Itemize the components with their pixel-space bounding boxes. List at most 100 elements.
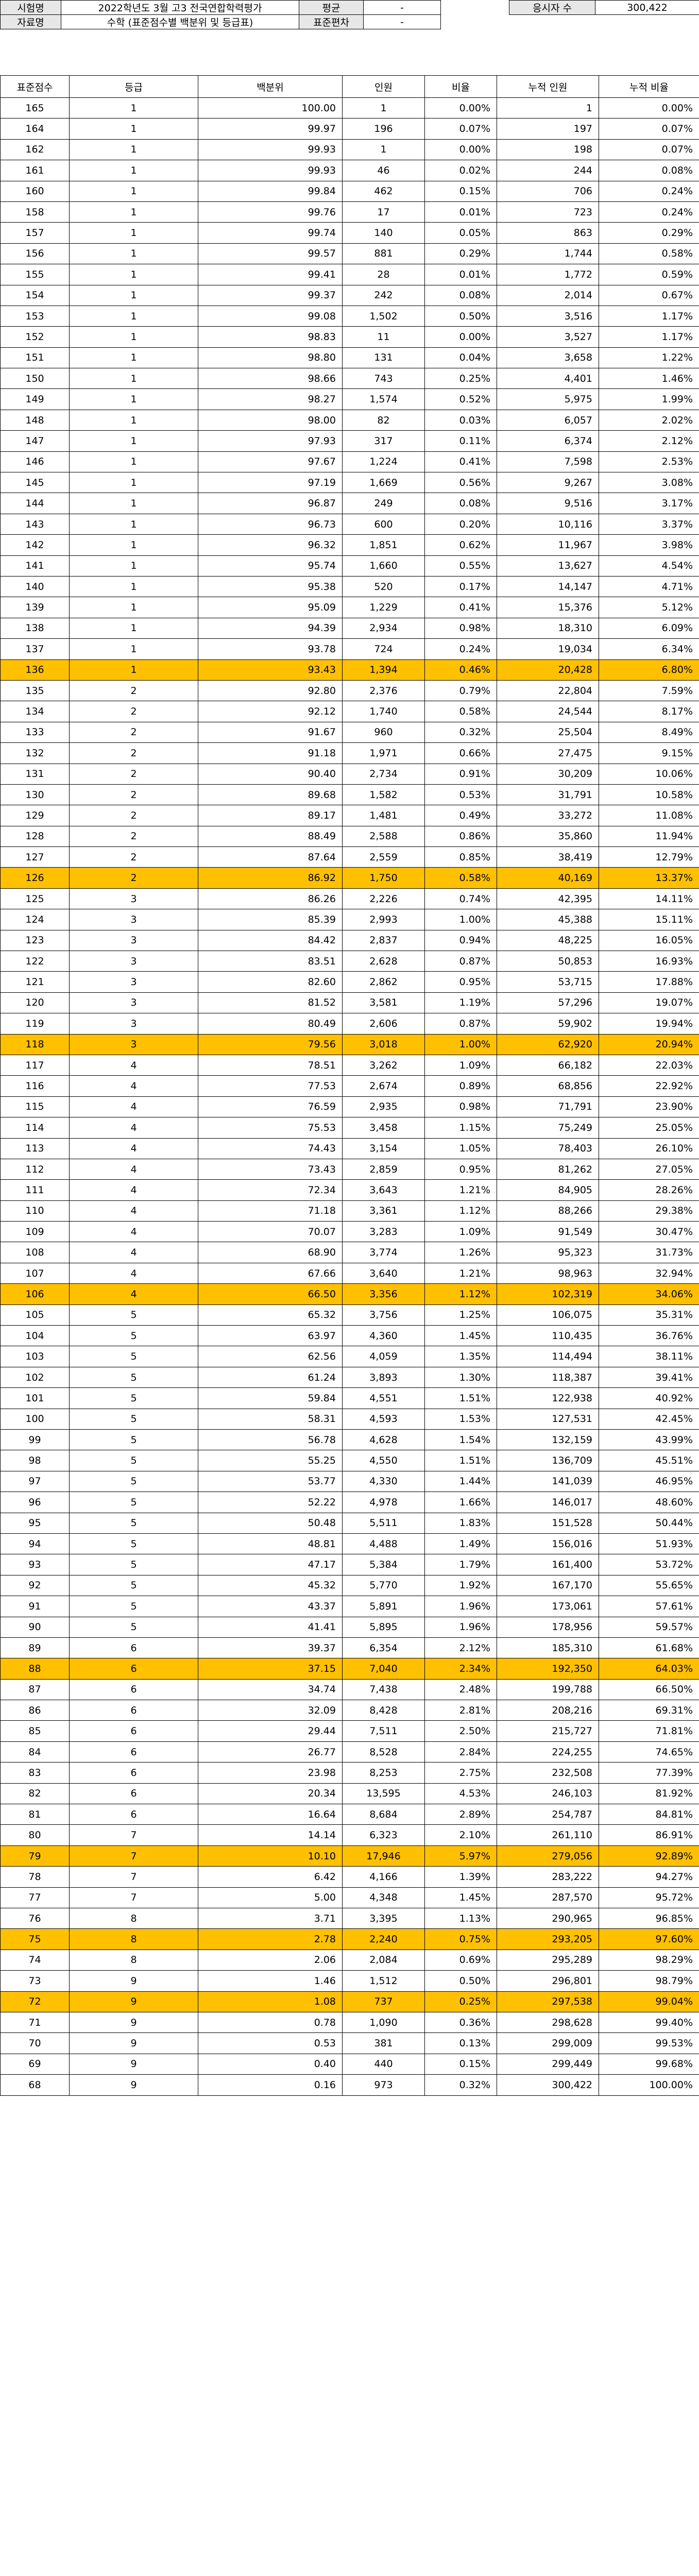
count-cell: 1,394 <box>342 659 425 681</box>
table-row: 145 1 97.19 1,669 0.56% 9,267 3.08% <box>0 472 699 494</box>
count-cell: 3,774 <box>342 1242 425 1263</box>
cumulative-ratio-cell: 23.90% <box>599 1096 699 1118</box>
count-cell: 82 <box>342 409 425 431</box>
cumulative-count-cell: 199,788 <box>497 1679 599 1701</box>
standard-score-cell: 139 <box>0 597 70 618</box>
grade-cell: 6 <box>69 1679 198 1701</box>
cumulative-ratio-cell: 19.94% <box>599 1013 699 1035</box>
cumulative-ratio-cell: 97.60% <box>599 1928 699 1950</box>
percentile-cell: 79.56 <box>198 1033 343 1055</box>
grade-cell: 9 <box>69 2074 198 2096</box>
table-row: 151 1 98.80 131 0.04% 3,658 1.22% <box>0 347 699 369</box>
cumulative-count-cell: 146,017 <box>497 1492 599 1513</box>
table-row: 87 6 34.74 7,438 2.48% 199,788 66.50% <box>0 1679 699 1701</box>
standard-score-cell: 91 <box>0 1596 70 1617</box>
exam-info-table: 시험명 2022학년도 3월 고3 전국연합학력평가 평균 - 응시자 수 30… <box>0 0 699 29</box>
cumulative-count-cell: 283,222 <box>497 1866 599 1888</box>
col-header-count: 인원 <box>342 75 425 98</box>
table-row: 79 7 10.10 17,946 5.97% 279,056 92.89% <box>0 1845 699 1867</box>
percentile-cell: 32.09 <box>198 1700 343 1721</box>
ratio-cell: 0.32% <box>424 2074 497 2096</box>
cumulative-ratio-cell: 74.65% <box>599 1741 699 1763</box>
cumulative-ratio-cell: 77.39% <box>599 1762 699 1784</box>
ratio-cell: 0.46% <box>424 659 497 681</box>
percentile-cell: 84.42 <box>198 929 343 952</box>
cumulative-ratio-cell: 36.76% <box>599 1325 699 1347</box>
cumulative-ratio-cell: 3.98% <box>599 534 699 556</box>
cumulative-count-cell: 246,103 <box>497 1783 599 1805</box>
count-cell: 2,376 <box>342 680 425 702</box>
cumulative-count-cell: 68,856 <box>497 1075 599 1097</box>
table-row: 95 5 50.48 5,511 1.83% 151,528 50.44% <box>0 1512 699 1534</box>
grade-cell: 4 <box>69 1054 198 1076</box>
cumulative-count-cell: 40,169 <box>497 867 599 889</box>
ratio-cell: 0.25% <box>424 1991 497 2012</box>
table-row: 152 1 98.83 11 0.00% 3,527 1.17% <box>0 326 699 348</box>
standard-score-cell: 88 <box>0 1658 70 1680</box>
col-header-grade: 등급 <box>69 75 198 98</box>
cumulative-ratio-cell: 27.05% <box>599 1158 699 1180</box>
standard-score-cell: 119 <box>0 1013 70 1035</box>
grade-cell: 1 <box>69 160 198 181</box>
count-cell: 1 <box>342 97 425 119</box>
percentile-cell: 78.51 <box>198 1054 343 1076</box>
grade-cell: 6 <box>69 1720 198 1742</box>
grade-cell: 1 <box>69 368 198 389</box>
table-row: 157 1 99.74 140 0.05% 863 0.29% <box>0 222 699 244</box>
table-row: 146 1 97.67 1,224 0.41% 7,598 2.53% <box>0 451 699 473</box>
percentile-cell: 99.84 <box>198 180 343 202</box>
percentile-cell: 82.60 <box>198 971 343 993</box>
grade-cell: 6 <box>69 1637 198 1659</box>
grade-cell: 1 <box>69 534 198 556</box>
cumulative-count-cell: 208,216 <box>497 1700 599 1721</box>
standard-score-cell: 76 <box>0 1907 70 1929</box>
standard-score-cell: 134 <box>0 701 70 722</box>
percentile-cell: 97.93 <box>198 430 343 452</box>
ratio-cell: 0.08% <box>424 493 497 514</box>
ratio-cell: 0.69% <box>424 1949 497 1971</box>
standard-score-cell: 123 <box>0 929 70 952</box>
standard-score-cell: 110 <box>0 1200 70 1222</box>
cumulative-count-cell: 53,715 <box>497 971 599 993</box>
count-cell: 4,360 <box>342 1325 425 1347</box>
cumulative-count-cell: 1,744 <box>497 243 599 265</box>
standard-score-cell: 84 <box>0 1741 70 1763</box>
cumulative-count-cell: 293,205 <box>497 1928 599 1950</box>
grade-cell: 2 <box>69 742 198 764</box>
standard-score-cell: 158 <box>0 201 70 223</box>
grade-cell: 5 <box>69 1512 198 1534</box>
std-dev-label: 표준편차 <box>299 14 364 29</box>
percentile-cell: 99.93 <box>198 139 343 161</box>
grade-cell: 3 <box>69 971 198 993</box>
grade-cell: 1 <box>69 597 198 618</box>
grade-cell: 1 <box>69 180 198 202</box>
standard-score-cell: 137 <box>0 638 70 660</box>
grade-cell: 1 <box>69 284 198 306</box>
count-cell: 13,595 <box>342 1783 425 1805</box>
standard-score-cell: 160 <box>0 180 70 202</box>
ratio-cell: 1.25% <box>424 1304 497 1326</box>
ratio-cell: 0.50% <box>424 1970 497 1992</box>
count-cell: 3,643 <box>342 1179 425 1201</box>
standard-score-cell: 120 <box>0 992 70 1014</box>
ratio-cell: 1.49% <box>424 1533 497 1555</box>
standard-score-cell: 165 <box>0 97 70 119</box>
cumulative-count-cell: 114,494 <box>497 1346 599 1367</box>
cumulative-count-cell: 38,419 <box>497 846 599 868</box>
grade-cell: 4 <box>69 1179 198 1201</box>
grade-cell: 5 <box>69 1616 198 1638</box>
table-row: 119 3 80.49 2,606 0.87% 59,902 19.94% <box>0 1013 699 1035</box>
percentile-cell: 90.40 <box>198 763 343 785</box>
percentile-cell: 65.32 <box>198 1304 343 1326</box>
cumulative-count-cell: 42,395 <box>497 888 599 910</box>
cumulative-ratio-cell: 32.94% <box>599 1262 699 1284</box>
count-cell: 737 <box>342 1991 425 2012</box>
grade-cell: 6 <box>69 1658 198 1680</box>
table-row: 76 8 3.71 3,395 1.13% 290,965 96.85% <box>0 1907 699 1929</box>
standard-score-cell: 142 <box>0 534 70 556</box>
table-row: 69 9 0.40 440 0.15% 299,449 99.68% <box>0 2053 699 2075</box>
percentile-cell: 1.46 <box>198 1970 343 1992</box>
table-row: 150 1 98.66 743 0.25% 4,401 1.46% <box>0 368 699 389</box>
cumulative-ratio-cell: 99.04% <box>599 1991 699 2012</box>
spacer <box>441 15 509 29</box>
